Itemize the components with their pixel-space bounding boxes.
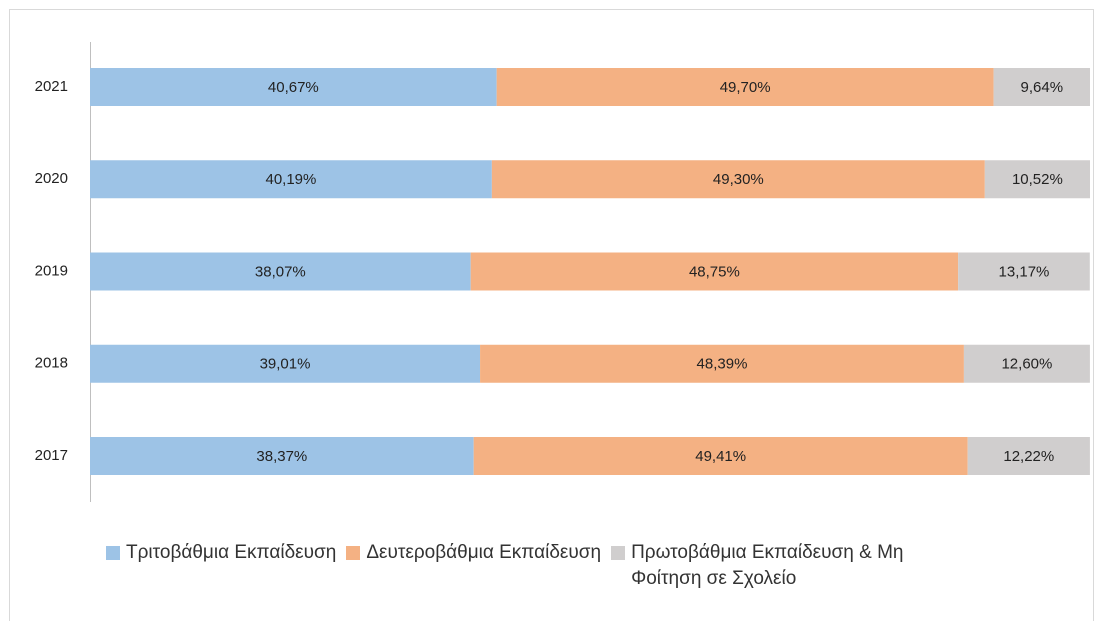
data-label: 48,39% [697, 356, 748, 373]
bar-segment [470, 252, 959, 291]
frame [9, 9, 1094, 621]
bar-segment [993, 68, 1090, 106]
bar-segment [967, 437, 1090, 475]
data-label: 38,07% [255, 263, 306, 280]
bar-segment [963, 344, 1090, 383]
legend-swatch [611, 546, 626, 560]
data-label: 12,60% [1001, 356, 1052, 373]
data-label: 12,22% [1003, 448, 1054, 465]
legend-label: Πρωτοβάθμια Εκπαίδευση & Μη Φοίτηση σε Σ… [631, 542, 904, 589]
data-label: 13,17% [999, 263, 1050, 280]
data-label: 40,67% [268, 79, 319, 96]
legend-item: Δευτεροβάθμια Εκπαίδευση [346, 540, 601, 566]
data-label: 49,30% [713, 171, 764, 188]
y-tick-label: 2017 [35, 447, 68, 464]
bar-segment [90, 437, 474, 475]
data-label: 10,52% [1012, 171, 1063, 188]
legend-swatch [106, 546, 120, 560]
data-label: 49,41% [695, 448, 746, 465]
data-label: 9,64% [1021, 79, 1064, 96]
bar-segment [491, 160, 985, 199]
data-label: 40,19% [265, 171, 316, 188]
y-tick-label: 2021 [35, 78, 68, 95]
data-label: 48,75% [689, 263, 740, 280]
bar-segment [958, 252, 1090, 291]
data-label: 39,01% [260, 356, 311, 373]
y-tick-label: 2020 [35, 170, 68, 187]
bar-segment [473, 437, 968, 475]
legend-item: Τριτοβάθμια Εκπαίδευση [106, 540, 336, 566]
legend-label: Δευτεροβάθμια Εκπαίδευση [366, 542, 602, 563]
bar-segment [90, 68, 497, 106]
bar-segment [90, 252, 471, 291]
data-label: 49,70% [720, 79, 771, 96]
bar-segment [90, 160, 492, 199]
bar-segment [480, 344, 964, 383]
legend-swatch [346, 546, 361, 560]
legend-label: Τριτοβάθμια Εκπαίδευση [126, 542, 337, 563]
legend-item: Πρωτοβάθμια Εκπαίδευση & Μη Φοίτηση σε Σ… [611, 540, 951, 592]
data-label: 38,37% [256, 448, 307, 465]
legend: Τριτοβάθμια Εκπαίδευση Δευτεροβάθμια Εκπα… [106, 540, 961, 592]
bar-segment [496, 68, 994, 106]
bar-segment [984, 160, 1090, 199]
bar-segment [90, 344, 481, 383]
y-tick-label: 2019 [35, 262, 68, 279]
y-tick-label: 2018 [35, 355, 68, 372]
